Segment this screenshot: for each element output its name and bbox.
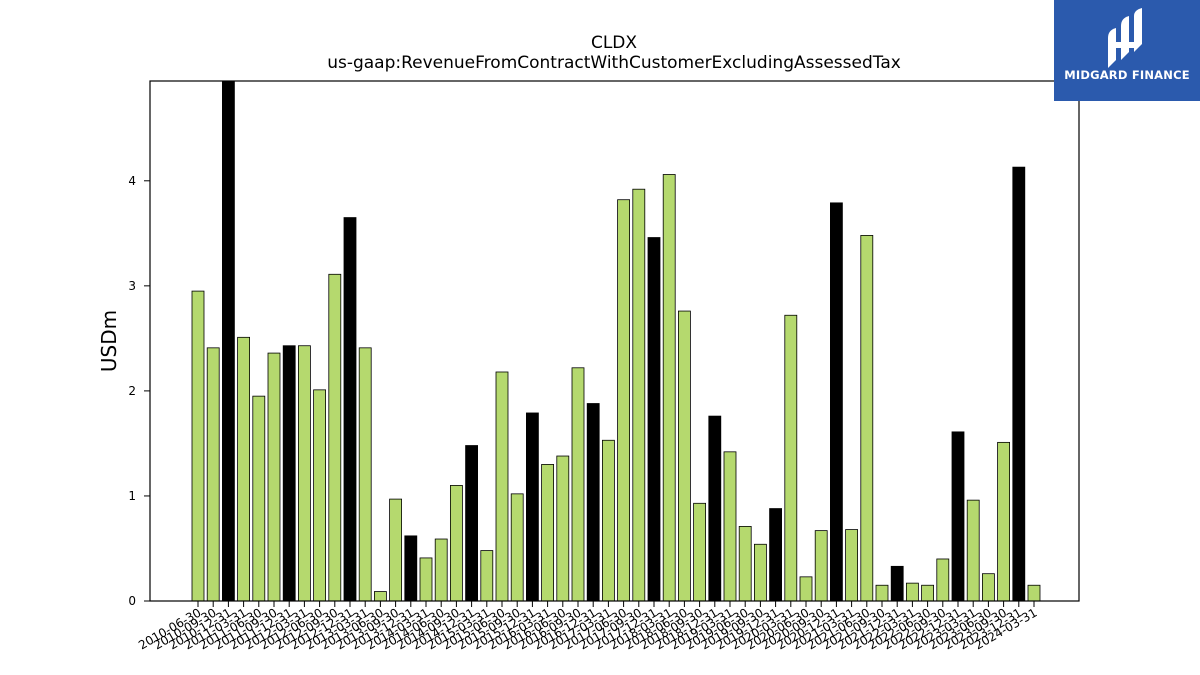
chart-subtitle: us-gaap:RevenueFromContractWithCustomerE…: [327, 53, 901, 73]
y-tick-label: 1: [128, 489, 136, 503]
bar-2019-12-31: [769, 508, 782, 602]
bar-2012-03-31: [297, 345, 311, 602]
bar-2018-12-31: [708, 415, 722, 602]
bar-2024-03-31: [1027, 584, 1041, 602]
midgard-logo-icon: [1108, 8, 1142, 68]
y-tick-label: 2: [128, 384, 136, 398]
bar-2015-09-30: [510, 493, 524, 602]
bar-2017-06-30: [617, 199, 630, 602]
bar-2015-12-31: [526, 412, 539, 602]
bar-2011-09-30: [267, 352, 281, 602]
bar-2018-03-31: [662, 174, 676, 602]
y-axis-label: USDm: [97, 310, 121, 372]
bar-2022-03-31: [906, 582, 919, 602]
bar-2016-03-31: [541, 464, 554, 602]
bar-2018-09-30: [693, 502, 706, 602]
bar-2021-12-31: [890, 565, 904, 602]
x-ticks-group: 2010-06-302010-09-302010-12-312011-03-31…: [136, 601, 1040, 652]
bar-2016-09-30: [571, 367, 585, 602]
bar-2023-12-31: [1012, 166, 1026, 602]
bar-2014-03-31: [419, 557, 433, 602]
bar-2015-06-30: [495, 371, 509, 602]
bar-2011-06-30: [252, 395, 266, 602]
bar-2021-06-30: [860, 235, 874, 602]
bar-2014-09-30: [449, 485, 463, 602]
bar-2022-06-30: [921, 584, 934, 602]
bar-2017-09-30: [632, 188, 646, 602]
bar-2013-12-31: [404, 535, 418, 602]
y-tick-label: 3: [128, 279, 136, 293]
brand-name: MIDGARD FINANCE: [1064, 68, 1190, 82]
bar-2014-06-30: [434, 538, 448, 602]
chart-title: CLDX: [591, 33, 637, 53]
bar-2019-03-31: [723, 451, 737, 602]
y-tick-label: 0: [128, 594, 136, 608]
bar-2020-06-30: [799, 576, 813, 602]
bar-2010-06-30: [191, 290, 205, 602]
y-ticks-group: 0 1 2 3 4: [128, 174, 150, 608]
bar-2011-12-31: [282, 345, 296, 602]
bar-2012-12-31: [343, 217, 357, 602]
bar-2015-03-31: [480, 550, 494, 602]
bar-2020-12-31: [830, 202, 843, 602]
bar-2012-09-30: [328, 273, 342, 602]
bar-2011-03-31: [237, 336, 251, 602]
bar-2021-03-31: [845, 529, 858, 602]
y-tick-label: 4: [128, 174, 136, 188]
bar-2022-12-31: [951, 431, 965, 602]
bar-2019-09-30: [754, 543, 767, 602]
bar-2019-06-30: [738, 526, 752, 602]
bar-2010-09-30: [206, 347, 220, 602]
bar-2023-03-31: [966, 499, 980, 602]
bar-2022-09-30: [936, 558, 950, 602]
bar-2014-12-31: [465, 445, 479, 602]
brand-logo: MIDGARD FINANCE: [1054, 0, 1200, 101]
bar-2023-06-30: [982, 573, 995, 602]
plot-frame: [149, 80, 1080, 602]
bar-2023-09-30: [997, 441, 1010, 602]
bar-2018-06-30: [678, 310, 691, 602]
bar-2021-09-30: [875, 584, 889, 602]
bar-2017-03-31: [602, 439, 615, 602]
bar-2016-12-31: [586, 403, 600, 602]
bar-2013-09-30: [389, 498, 403, 602]
bar-2013-06-30: [373, 591, 387, 602]
bars-group: [191, 80, 1041, 602]
bar-2016-06-30: [556, 455, 570, 602]
bar-2020-09-30: [814, 530, 828, 602]
bar-2012-06-30: [313, 389, 327, 602]
bar-2020-03-31: [784, 314, 798, 602]
bar-2013-03-31: [358, 347, 372, 602]
bar-2017-12-31: [647, 237, 661, 602]
bar-2010-12-31: [221, 80, 235, 602]
